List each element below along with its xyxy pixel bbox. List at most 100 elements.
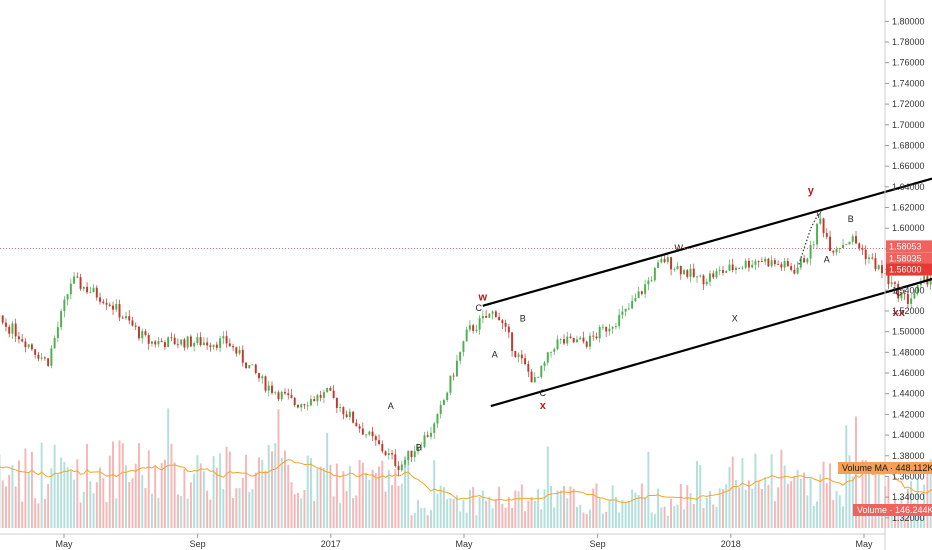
volume-bar bbox=[76, 459, 79, 528]
candle-body bbox=[193, 343, 196, 347]
volume-bar bbox=[163, 459, 166, 528]
volume-bar bbox=[115, 498, 118, 528]
volume-bar bbox=[553, 507, 556, 528]
y-tick-label: 1.64000 bbox=[892, 182, 925, 192]
candle-body bbox=[504, 322, 507, 327]
y-tick-label: 1.74000 bbox=[892, 78, 925, 88]
candle-body bbox=[66, 294, 69, 300]
volume-bar bbox=[754, 453, 757, 528]
volume-bar bbox=[397, 485, 400, 528]
candle-body bbox=[893, 282, 896, 284]
volume-bar bbox=[254, 472, 257, 528]
candle-body bbox=[170, 337, 173, 339]
volume-bar bbox=[705, 497, 708, 528]
candle-body bbox=[235, 347, 238, 354]
volume-bar bbox=[663, 506, 666, 528]
candle-body bbox=[832, 250, 835, 253]
volume-bar bbox=[391, 484, 394, 528]
wave-label-minor: W bbox=[675, 243, 684, 253]
volume-bar bbox=[452, 498, 455, 528]
volume-bar bbox=[842, 506, 844, 528]
candle-body bbox=[258, 373, 260, 379]
volume-bar bbox=[245, 454, 248, 528]
candle-body bbox=[358, 426, 361, 429]
candle-body bbox=[634, 298, 637, 301]
candle-body bbox=[507, 326, 510, 333]
volume-bar bbox=[381, 460, 384, 528]
volume-bar bbox=[293, 494, 296, 528]
candle-body bbox=[803, 258, 806, 263]
candle-body bbox=[715, 271, 718, 278]
candle-body bbox=[799, 258, 802, 268]
volume-bar bbox=[173, 462, 176, 528]
candle-body bbox=[835, 249, 838, 253]
volume-bar bbox=[99, 467, 102, 528]
candle-body bbox=[157, 340, 160, 345]
volume-bar bbox=[50, 468, 53, 528]
channel-upper-line bbox=[482, 177, 932, 307]
volume-bar bbox=[430, 510, 432, 528]
volume-bar bbox=[14, 486, 17, 528]
volume-bar bbox=[228, 451, 231, 528]
candle-body bbox=[540, 366, 543, 377]
volume-bar bbox=[348, 466, 351, 528]
candle-body bbox=[176, 344, 179, 346]
volume-bar bbox=[481, 490, 484, 528]
volume-bar bbox=[640, 483, 643, 528]
candle-body bbox=[342, 407, 345, 415]
volume-bar bbox=[832, 500, 835, 528]
candle-body bbox=[121, 317, 124, 319]
candle-body bbox=[494, 311, 497, 317]
volume-bar bbox=[725, 484, 728, 528]
volume-bar bbox=[69, 470, 72, 528]
candle-body bbox=[861, 248, 864, 250]
candle-body bbox=[588, 335, 591, 347]
volume-bar bbox=[718, 488, 721, 528]
candle-body bbox=[773, 260, 776, 265]
candle-body bbox=[154, 341, 157, 345]
volume-bar bbox=[702, 507, 705, 528]
volume-bar bbox=[459, 511, 462, 528]
candle-body bbox=[605, 326, 608, 332]
volume-bar bbox=[186, 498, 189, 528]
volume-bar bbox=[37, 503, 40, 528]
volume-bar bbox=[851, 476, 854, 528]
volume-bar bbox=[329, 464, 332, 528]
volume-bar bbox=[138, 443, 140, 528]
candle-body bbox=[592, 335, 595, 337]
wave-label-minor: A bbox=[388, 401, 394, 411]
volume-bar bbox=[11, 465, 14, 528]
y-tick-label: 1.70000 bbox=[892, 120, 925, 130]
candle-body bbox=[537, 376, 540, 378]
candle-body bbox=[69, 283, 72, 295]
volume-bar bbox=[150, 493, 153, 528]
volume-bar bbox=[696, 460, 698, 528]
candle-body bbox=[563, 339, 565, 344]
volume-bar bbox=[644, 497, 647, 528]
x-tick-label: May bbox=[55, 539, 73, 549]
candle-body bbox=[848, 241, 851, 245]
volume-bar bbox=[60, 457, 63, 528]
volume-bar bbox=[559, 490, 562, 528]
volume-bar bbox=[423, 507, 426, 528]
volume-bar bbox=[53, 444, 56, 528]
candle-body bbox=[271, 385, 273, 393]
candle-body bbox=[287, 393, 290, 396]
volume-bar bbox=[572, 488, 575, 528]
candle-body bbox=[679, 265, 682, 275]
volume-bar bbox=[303, 489, 306, 528]
candle-body bbox=[582, 337, 585, 342]
candle-body bbox=[348, 411, 351, 418]
candle-body bbox=[118, 304, 121, 318]
candle-body bbox=[897, 283, 900, 299]
volume-bar bbox=[8, 474, 11, 528]
volume-bar bbox=[24, 448, 27, 528]
candle-body bbox=[128, 316, 131, 321]
x-tick-label: 2018 bbox=[721, 539, 741, 549]
candle-body bbox=[267, 385, 270, 391]
volume-bar bbox=[822, 461, 825, 528]
volume-bar bbox=[371, 469, 374, 528]
volume-bar bbox=[212, 456, 215, 528]
